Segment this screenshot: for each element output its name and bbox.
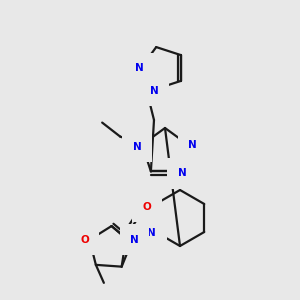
Text: N: N [133, 142, 142, 152]
Text: O: O [80, 235, 89, 245]
Text: N: N [188, 140, 197, 150]
Text: N: N [135, 63, 143, 73]
Text: N: N [147, 228, 156, 238]
Text: N: N [130, 235, 139, 245]
Text: O: O [142, 202, 151, 212]
Text: N: N [178, 168, 187, 178]
Text: N: N [150, 86, 159, 96]
